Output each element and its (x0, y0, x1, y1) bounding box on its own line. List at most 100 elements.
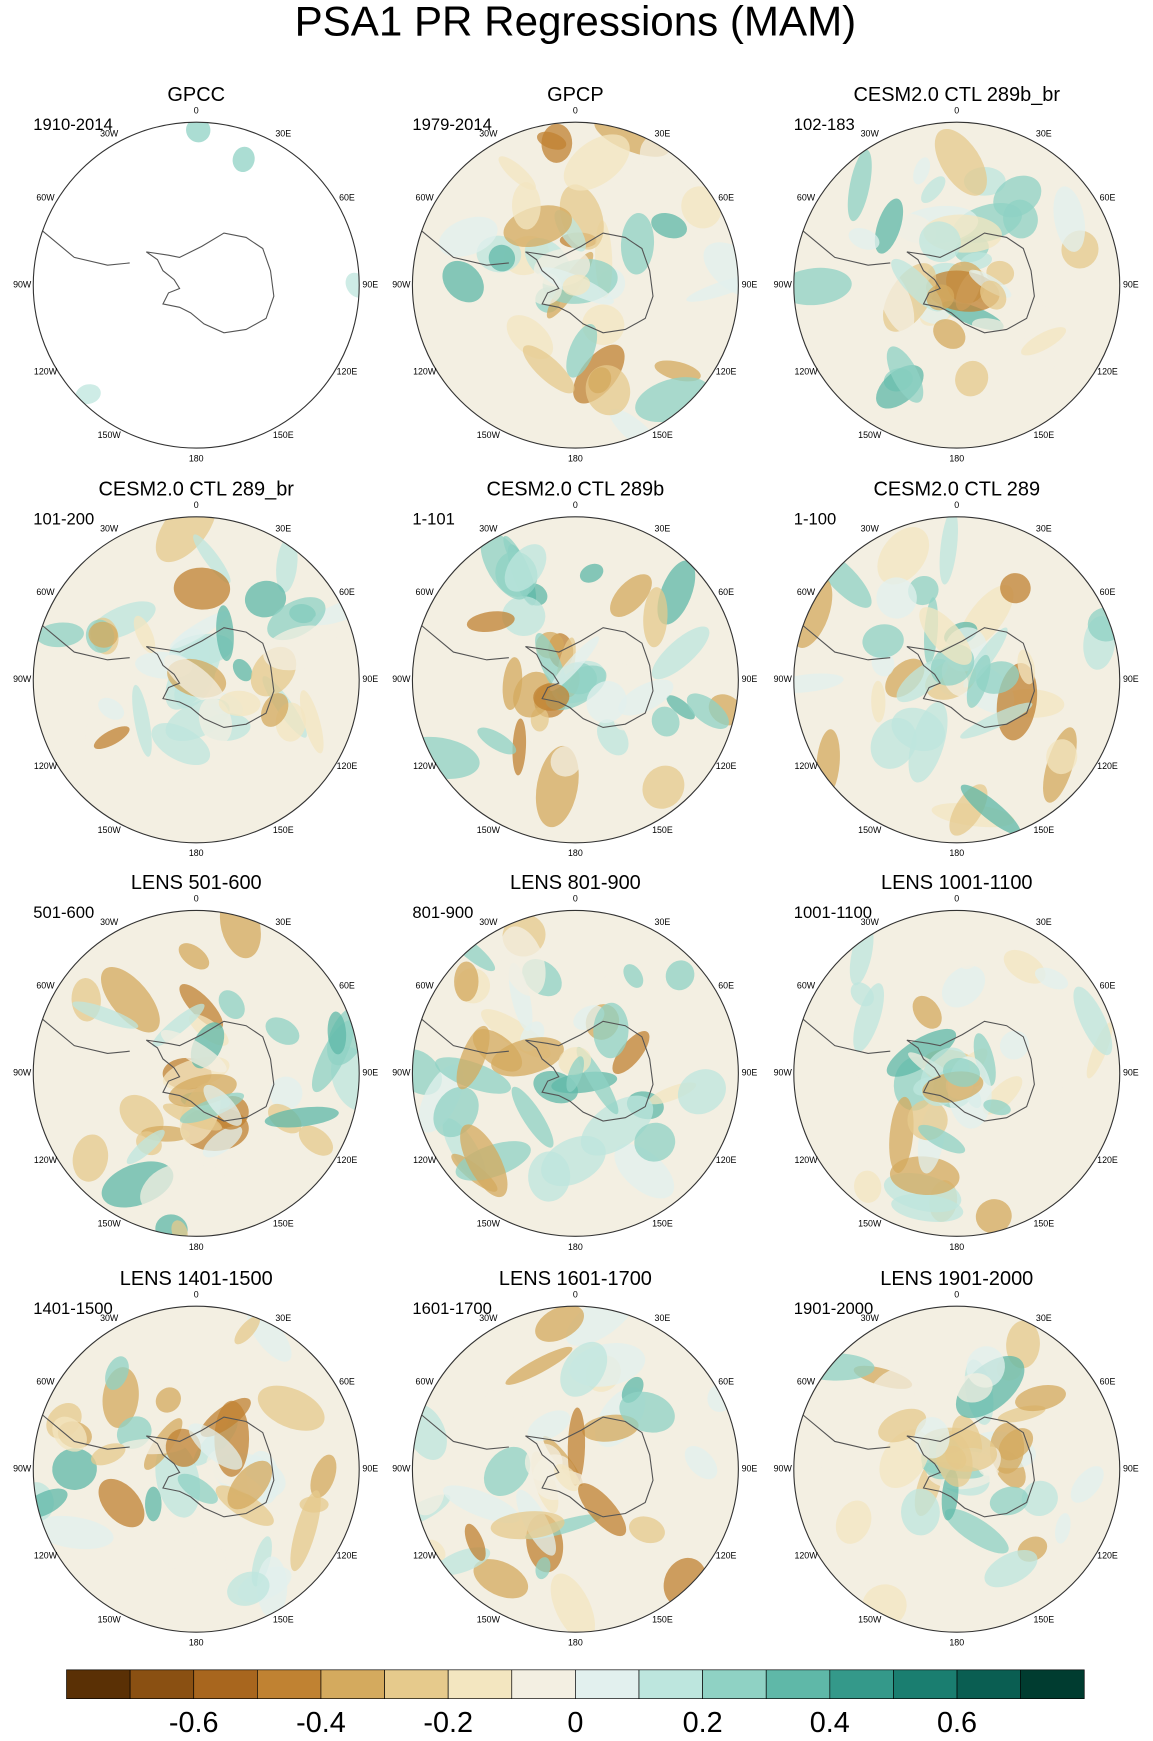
coastline (419, 623, 509, 661)
field-patch (299, 690, 324, 754)
field-patch (933, 319, 966, 349)
longitude-label: 30E (1036, 129, 1052, 139)
longitude-label: 0 (194, 500, 199, 510)
map-border (411, 909, 739, 1237)
longitude-label: 180 (568, 1242, 583, 1252)
field-patch (506, 315, 554, 360)
panel-title: CESM2.0 CTL 289 (873, 478, 1040, 500)
field-patch (485, 1390, 534, 1418)
longitude-label: 0 (194, 894, 199, 904)
precip-field (793, 122, 1120, 449)
longitude-label: 180 (949, 1638, 964, 1648)
field-patch (178, 943, 210, 970)
field-patch (921, 176, 946, 204)
field-patch (52, 1448, 97, 1490)
field-patch (269, 1076, 303, 1110)
field-patch (72, 1134, 109, 1182)
longitude-label: 180 (949, 454, 964, 464)
longitude-label: 60E (339, 587, 355, 597)
field-patch (133, 615, 156, 654)
longitude-label: 0 (573, 105, 578, 115)
longitude-label: 120W (34, 367, 58, 377)
field-patch (849, 922, 874, 986)
longitude-label: 120W (794, 1551, 818, 1561)
field-patch (256, 1556, 288, 1619)
map-panel: CESM2.0 CTL 289_br 101-200 0 30E 60E 90E 120E 1… (13, 478, 378, 858)
field-patch (560, 1341, 608, 1397)
field-patch (793, 267, 852, 306)
field-patch (522, 345, 575, 394)
field-patch (290, 1490, 321, 1572)
longitude-label: 0 (954, 894, 959, 904)
field-patch (244, 580, 287, 618)
field-patch (177, 1473, 218, 1504)
longitude-label: 90W (13, 1068, 32, 1078)
colorbar-tick-label: 0.2 (683, 1707, 723, 1739)
field-patch (345, 272, 360, 298)
colorbar-box (511, 1669, 576, 1699)
longitude-label: 30W (861, 523, 880, 533)
coastline (801, 1413, 891, 1450)
field-patch (265, 1017, 300, 1045)
longitude-label: 150E (1033, 430, 1054, 440)
longitude-label: 30E (275, 523, 291, 533)
field-patch (686, 693, 729, 729)
longitude-label: 60W (797, 192, 816, 202)
field-patch (100, 966, 160, 1033)
longitude-label: 30W (100, 917, 119, 927)
coastline (801, 1017, 891, 1054)
precip-field (793, 516, 1120, 843)
field-patch (498, 156, 536, 191)
field-patch (276, 536, 298, 593)
panel-period: 1979-2014 (412, 115, 491, 134)
longitude-label: 90W (13, 1464, 32, 1474)
longitude-label: 30E (655, 1313, 671, 1323)
field-patch (1017, 649, 1036, 685)
precip-field (412, 1306, 739, 1633)
field-patch (566, 1056, 585, 1093)
field-patch (912, 995, 942, 1029)
panel-title: LENS 1001-1100 (881, 872, 1033, 894)
longitude-label: 90E (362, 279, 378, 289)
longitude-label: 60E (339, 192, 355, 202)
field-patch (619, 1391, 675, 1433)
panel-title: LENS 801-900 (510, 872, 641, 894)
colorbar-box (765, 1669, 831, 1699)
map-border (32, 121, 360, 449)
longitude-label: 60W (36, 192, 55, 202)
longitude-label: 60E (1100, 192, 1116, 202)
longitude-label: 60W (416, 1376, 435, 1386)
precip-field (33, 1306, 360, 1633)
longitude-label: 150W (858, 1218, 882, 1228)
longitude-label: 90W (392, 1068, 411, 1078)
longitude-label: 120E (716, 761, 737, 771)
longitude-label: 120E (716, 1155, 737, 1165)
longitude-label: 120W (794, 1155, 818, 1165)
panel-period: 101-200 (33, 510, 94, 529)
field-patch (202, 1125, 243, 1158)
precip-field (33, 516, 360, 843)
field-patch (913, 157, 931, 185)
longitude-label: 30W (100, 1313, 119, 1323)
map-background (33, 122, 360, 449)
field-patch (412, 1049, 442, 1095)
field-patch (651, 626, 710, 680)
field-patch (850, 982, 874, 1007)
precip-field (793, 1306, 1120, 1633)
panel-title: LENS 1401-1500 (120, 1268, 273, 1290)
longitude-label: 30W (479, 917, 498, 927)
longitude-label: 30W (479, 523, 498, 533)
field-patch (816, 1444, 873, 1470)
field-patch (1006, 1320, 1040, 1369)
coastline (419, 1413, 509, 1450)
field-patch (216, 605, 234, 661)
field-patch (919, 607, 972, 665)
field-patch (132, 684, 152, 757)
field-patch (877, 268, 915, 334)
longitude-label: 90E (362, 674, 378, 684)
field-patch (681, 186, 722, 229)
panel-period: 1-100 (794, 510, 836, 529)
coastline (40, 1413, 130, 1450)
field-patch (984, 1549, 1038, 1588)
field-patch (793, 673, 844, 694)
